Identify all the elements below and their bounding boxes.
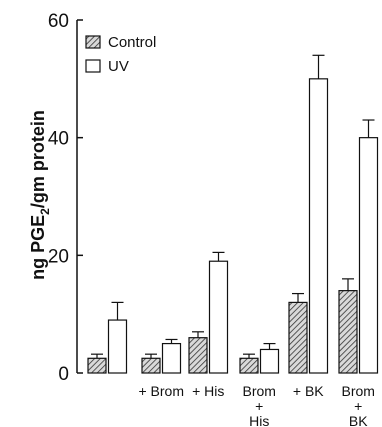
x-category-label: Brom (342, 383, 375, 399)
bar-uv-3 (259, 348, 280, 374)
y-tick-label: 20 (48, 246, 69, 267)
y-tick-label: 0 (58, 364, 69, 385)
bar-uv-0 (107, 319, 128, 374)
legend-swatch-control (85, 35, 101, 49)
bar-uv-1 (161, 342, 182, 374)
y-tick-label: 40 (48, 129, 69, 150)
legend-label-uv: UV (108, 58, 129, 75)
y-axis-label-tail: /gm protein (28, 110, 48, 208)
x-category-label: + (255, 398, 263, 414)
y-axis-label-main: ng PGE (28, 215, 48, 280)
bar-uv-5 (358, 137, 379, 374)
x-category-label: + BK (293, 383, 324, 399)
bars (87, 54, 379, 374)
x-category-label: + (354, 398, 362, 414)
bar-control-2 (188, 337, 208, 374)
x-category-label: + Brom (138, 383, 184, 399)
x-category-label: BK (349, 413, 368, 427)
x-axis-labels: + Brom + His Brom+His+ BK Brom+BK (138, 383, 374, 427)
bar-control-3 (239, 357, 259, 374)
y-axis-label: ng PGE2/gm protein (28, 110, 52, 280)
y-axis: 0 20 40 60 (48, 11, 83, 385)
bar-control-4 (288, 301, 308, 374)
bar-uv-2 (208, 260, 229, 374)
x-category-label: Brom (243, 383, 276, 399)
x-category-label: His (249, 413, 269, 427)
legend: Control UV (85, 34, 156, 75)
legend-swatch-uv (85, 59, 101, 73)
bar-control-0 (87, 357, 107, 374)
bar-control-5 (338, 290, 358, 374)
y-axis-label-subscript: 2 (38, 208, 52, 215)
bar-uv-4 (308, 78, 329, 374)
y-tick-label: 60 (48, 11, 69, 32)
x-category-label: + His (192, 383, 224, 399)
legend-label-control: Control (108, 34, 156, 51)
bar-control-1 (141, 357, 161, 374)
